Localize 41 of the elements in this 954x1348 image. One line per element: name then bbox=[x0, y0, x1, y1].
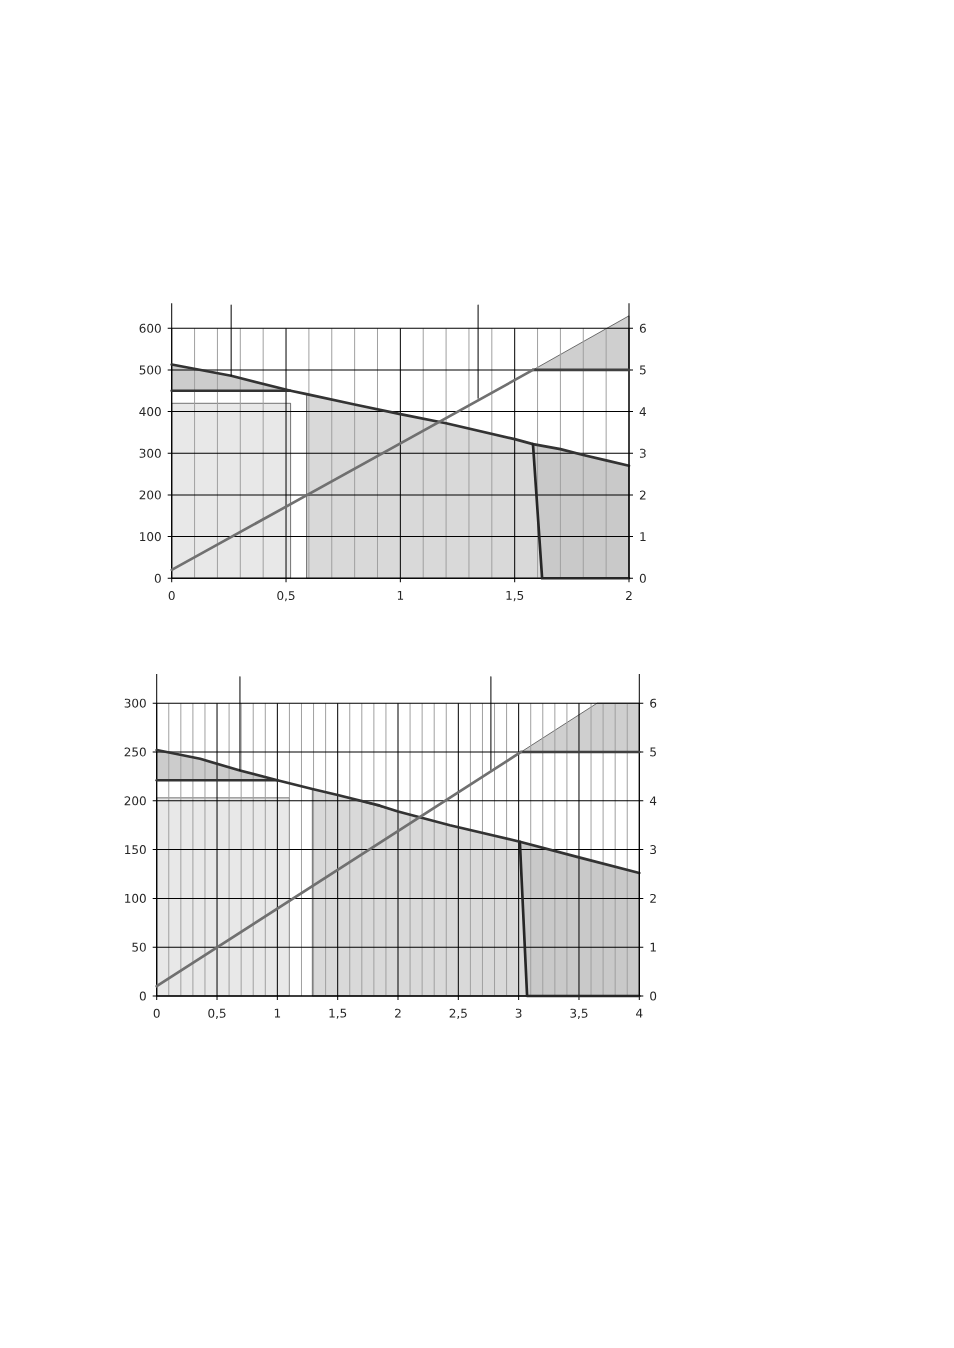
x-tick-label: 0 bbox=[168, 591, 175, 601]
x-tick-label: 0,5 bbox=[277, 591, 295, 602]
y-tick-label: 250 bbox=[124, 747, 146, 757]
x-tick-label: 2 bbox=[626, 591, 632, 600]
x-tick-label: 3,5 bbox=[570, 1008, 588, 1020]
y2-tick-label: 4 bbox=[639, 407, 647, 416]
y-tick-label: 200 bbox=[124, 796, 146, 806]
y-tick-label: 400 bbox=[139, 407, 161, 417]
y-tick-label: 300 bbox=[124, 698, 146, 708]
y-tick-label: 300 bbox=[139, 448, 161, 458]
y2-tick-label: 0 bbox=[650, 991, 657, 1001]
x-tick-label: 3 bbox=[515, 1008, 522, 1018]
y-tick-label: 100 bbox=[125, 893, 146, 903]
y-tick-label: 600 bbox=[139, 323, 161, 333]
y-tick-label: 150 bbox=[125, 845, 146, 855]
y-tick-label: 0 bbox=[139, 991, 146, 1001]
y-tick-label: 500 bbox=[139, 365, 161, 375]
x-tick-label: 2,5 bbox=[449, 1008, 467, 1020]
y2-tick-label: 5 bbox=[639, 365, 646, 375]
y2-tick-label: 1 bbox=[640, 532, 646, 541]
x-tick-label: 0,5 bbox=[208, 1008, 226, 1020]
x-tick-label: 1,5 bbox=[329, 1008, 347, 1019]
y2-tick-label: 5 bbox=[650, 747, 656, 757]
y-tick-label: 50 bbox=[132, 942, 146, 952]
x-tick-label: 2 bbox=[395, 1008, 401, 1018]
y2-tick-label: 4 bbox=[649, 796, 657, 806]
y2-tick-label: 6 bbox=[650, 698, 657, 708]
y2-tick-label: 6 bbox=[639, 323, 646, 333]
y2-tick-label: 2 bbox=[650, 893, 656, 903]
y2-tick-label: 0 bbox=[639, 573, 646, 583]
y2-tick-label: 2 bbox=[639, 490, 646, 500]
x-tick-label: 1 bbox=[397, 591, 404, 600]
x-tick-label: 4 bbox=[636, 1008, 643, 1018]
y-tick-label: 200 bbox=[139, 490, 161, 500]
y-tick-label: 100 bbox=[140, 532, 161, 542]
y-tick-label: 0 bbox=[154, 573, 161, 583]
x-tick-label: 1 bbox=[274, 1008, 281, 1018]
x-tick-label: 1,5 bbox=[506, 591, 524, 602]
y2-tick-label: 3 bbox=[650, 845, 657, 855]
y2-tick-label: 1 bbox=[650, 942, 656, 952]
y2-tick-label: 3 bbox=[639, 448, 646, 458]
